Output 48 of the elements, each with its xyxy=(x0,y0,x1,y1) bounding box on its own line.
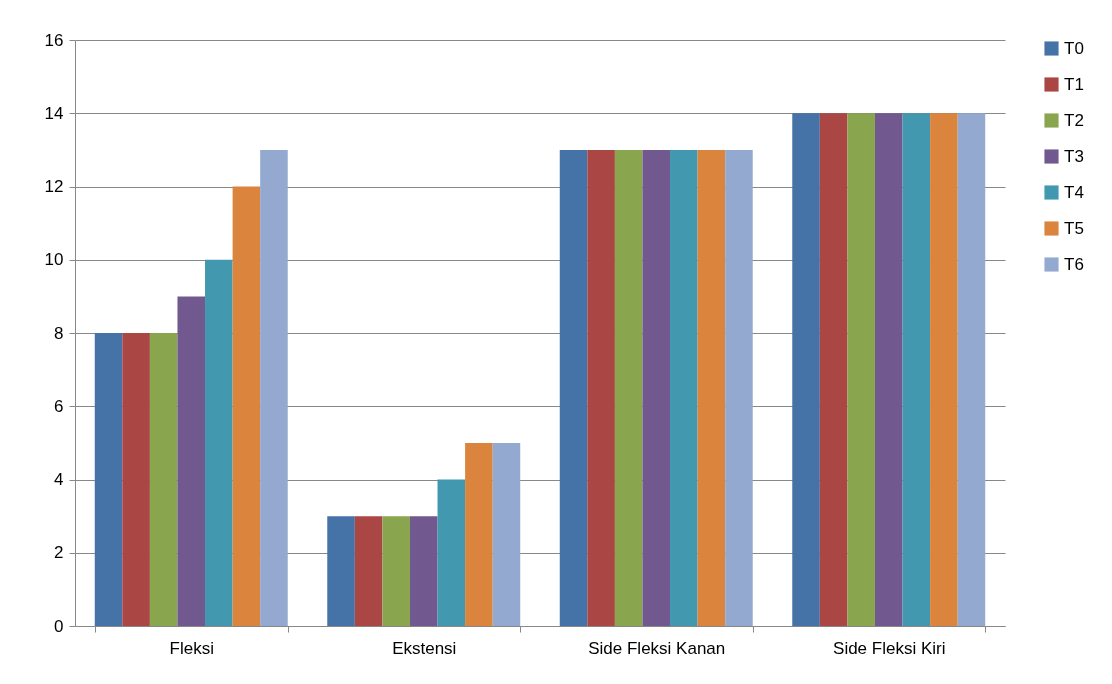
y-tick-label: 12 xyxy=(44,177,64,196)
y-tick-label: 2 xyxy=(54,543,64,563)
bar xyxy=(902,113,931,626)
bar xyxy=(205,259,233,626)
bar xyxy=(327,516,355,626)
bar xyxy=(957,113,986,626)
bar xyxy=(122,333,150,626)
bar xyxy=(930,113,958,626)
bar xyxy=(177,296,206,626)
bar xyxy=(819,113,848,626)
bar xyxy=(382,516,410,626)
y-tick-label: 16 xyxy=(44,30,64,50)
y-tick-label: 4 xyxy=(54,470,64,489)
bar xyxy=(559,149,588,626)
bar xyxy=(847,113,875,626)
bar xyxy=(232,186,261,626)
bar xyxy=(587,149,615,626)
y-tick-label: 10 xyxy=(44,250,64,270)
bar xyxy=(94,333,123,626)
bar xyxy=(260,149,288,626)
bar xyxy=(492,442,521,626)
bar xyxy=(354,516,383,626)
x-tick-label: Fleksi xyxy=(169,638,214,658)
x-tick-label: Ekstensi xyxy=(392,638,457,658)
bar xyxy=(149,333,178,626)
y-tick-label: 14 xyxy=(44,103,64,123)
bar xyxy=(437,479,466,626)
legend-label: T4 xyxy=(1064,182,1084,202)
y-tick-label: 8 xyxy=(54,323,64,343)
bar xyxy=(874,113,903,626)
y-tick-label: 0 xyxy=(54,616,64,636)
bar xyxy=(409,516,438,626)
legend-label: T3 xyxy=(1064,146,1084,166)
bar xyxy=(725,149,753,626)
legend-label: T2 xyxy=(1064,110,1084,130)
x-tick-label: Side Fleksi Kiri xyxy=(833,638,946,658)
bar xyxy=(465,442,493,626)
x-tick-label: Side Fleksi Kanan xyxy=(588,638,726,658)
legend-label: T6 xyxy=(1064,254,1084,274)
bar xyxy=(792,113,820,626)
y-tick-label: 6 xyxy=(54,396,64,416)
legend-label: T0 xyxy=(1064,38,1084,58)
bar xyxy=(670,149,698,626)
bar xyxy=(697,149,726,626)
legend-label: T5 xyxy=(1064,218,1084,238)
bar xyxy=(642,149,671,626)
legend-label: T1 xyxy=(1064,74,1084,94)
bar xyxy=(614,149,643,626)
